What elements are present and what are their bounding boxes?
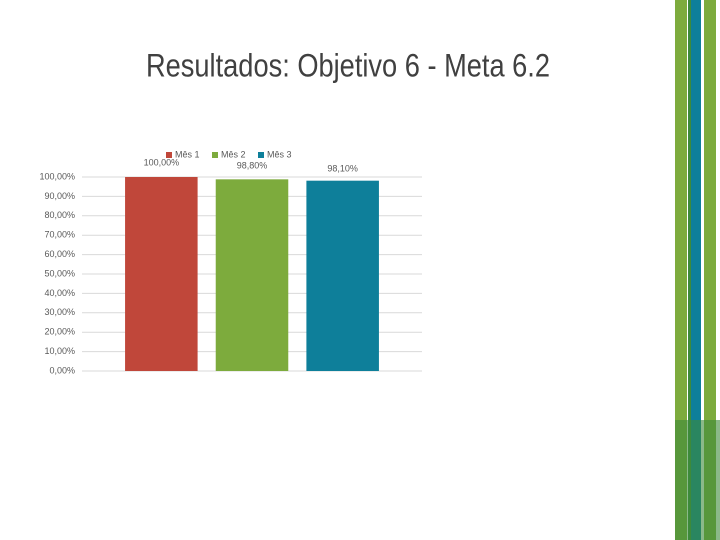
- legend-swatch: [212, 152, 218, 158]
- value-label: 98,10%: [327, 163, 358, 173]
- y-tick-label: 50,00%: [44, 268, 75, 278]
- y-tick-label: 10,00%: [44, 346, 75, 356]
- legend-label: Mês 1: [175, 149, 200, 159]
- y-tick-label: 70,00%: [44, 230, 75, 240]
- y-tick-label: 40,00%: [44, 288, 75, 298]
- value-label: 98,80%: [237, 160, 268, 170]
- y-tick-label: 20,00%: [44, 327, 75, 337]
- y-tick-label: 100,00%: [39, 171, 75, 181]
- bar: [306, 180, 379, 371]
- y-tick-label: 90,00%: [44, 191, 75, 201]
- side-decoration: [675, 0, 720, 540]
- bar: [125, 177, 198, 371]
- bar: [215, 179, 289, 371]
- chart-title: Resultados: Objetivo 6 - Meta 6.2: [146, 47, 550, 83]
- y-tick-label: 80,00%: [44, 210, 75, 220]
- y-tick-label: 0,00%: [49, 365, 75, 375]
- legend-swatch: [258, 152, 264, 158]
- legend-label: Mês 3: [267, 149, 292, 159]
- y-tick-label: 60,00%: [44, 249, 75, 259]
- legend-label: Mês 2: [221, 149, 246, 159]
- y-tick-label: 30,00%: [44, 307, 75, 317]
- legend-swatch: [166, 152, 172, 158]
- value-label: 100,00%: [144, 157, 180, 167]
